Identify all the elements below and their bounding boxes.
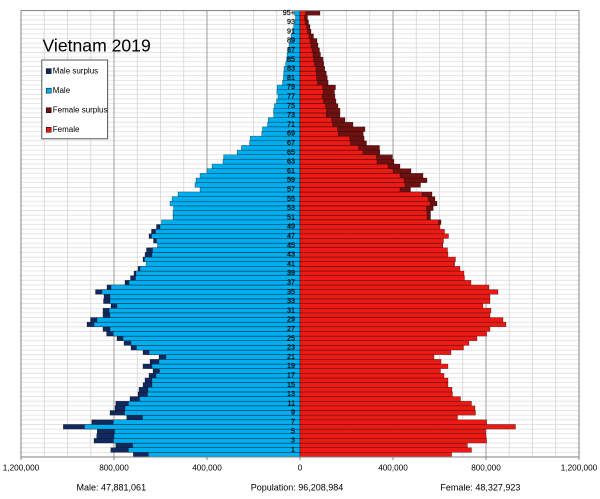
svg-text:87: 87 [287,45,295,54]
svg-text:83: 83 [287,64,295,73]
svg-text:1: 1 [291,445,295,454]
svg-text:3: 3 [291,436,295,445]
svg-text:Vietnam 2019: Vietnam 2019 [43,36,151,56]
svg-text:39: 39 [287,268,295,277]
svg-text:57: 57 [287,185,295,194]
svg-text:1,200,000: 1,200,000 [3,464,40,473]
svg-text:95+: 95+ [283,8,295,17]
svg-text:47: 47 [287,231,295,240]
svg-text:77: 77 [287,92,295,101]
svg-text:9: 9 [291,408,295,417]
svg-text:Population: 96,208,984: Population: 96,208,984 [251,483,344,493]
svg-text:800,000: 800,000 [471,464,501,473]
svg-text:400,000: 400,000 [192,464,222,473]
svg-text:400,000: 400,000 [378,464,408,473]
svg-text:Male: Male [53,86,71,95]
svg-text:Female: 48,327,923: Female: 48,327,923 [440,483,520,493]
svg-text:27: 27 [287,324,295,333]
svg-text:61: 61 [287,166,295,175]
svg-text:63: 63 [287,157,295,166]
svg-text:49: 49 [287,222,295,231]
svg-text:Male surplus: Male surplus [53,66,98,75]
svg-text:53: 53 [287,203,295,212]
svg-text:37: 37 [287,278,295,287]
svg-text:43: 43 [287,250,295,259]
svg-text:11: 11 [288,398,295,407]
svg-text:17: 17 [287,371,295,380]
svg-text:93: 93 [287,17,295,26]
svg-text:51: 51 [287,212,295,221]
svg-text:13: 13 [287,389,295,398]
svg-text:7: 7 [291,417,295,426]
svg-text:85: 85 [287,54,295,63]
svg-text:79: 79 [287,82,295,91]
svg-text:75: 75 [287,101,295,110]
svg-text:89: 89 [287,36,295,45]
svg-text:91: 91 [287,26,295,35]
svg-text:25: 25 [287,333,295,342]
svg-text:Female: Female [53,125,80,134]
svg-text:Male: 47,881,061: Male: 47,881,061 [77,483,147,493]
svg-text:81: 81 [287,73,295,82]
svg-text:59: 59 [287,175,295,184]
svg-text:19: 19 [287,361,295,370]
svg-text:65: 65 [287,147,295,156]
svg-text:55: 55 [287,194,295,203]
svg-text:71: 71 [287,119,295,128]
svg-text:800,000: 800,000 [99,464,129,473]
svg-text:15: 15 [287,380,295,389]
svg-text:Female surplus: Female surplus [53,106,108,115]
svg-text:0: 0 [298,464,303,473]
svg-text:31: 31 [287,305,295,314]
svg-text:29: 29 [287,315,295,324]
svg-text:21: 21 [287,352,295,361]
svg-text:33: 33 [287,296,295,305]
svg-text:35: 35 [287,287,295,296]
svg-text:67: 67 [287,138,295,147]
svg-text:5: 5 [291,426,295,435]
svg-text:1,200,000: 1,200,000 [561,464,598,473]
svg-text:69: 69 [287,129,295,138]
svg-text:23: 23 [287,343,295,352]
svg-text:41: 41 [287,259,295,268]
svg-text:45: 45 [287,240,295,249]
svg-text:73: 73 [287,110,295,119]
